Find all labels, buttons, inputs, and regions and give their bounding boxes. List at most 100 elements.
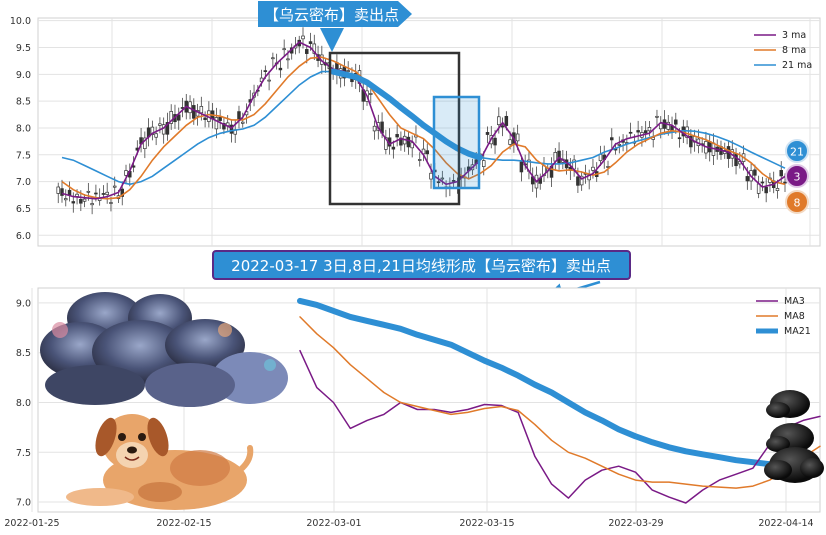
candle-body (576, 176, 580, 186)
candle-body (263, 70, 268, 72)
candle-body (482, 160, 486, 167)
candle-body (64, 198, 68, 201)
candle-body (301, 35, 305, 40)
candle-body (429, 172, 433, 180)
bottom-x-tick-label: 2022-03-29 (608, 518, 663, 529)
top-annotation-banner (258, 1, 412, 27)
candle-body (143, 137, 147, 150)
candle-body (372, 125, 377, 132)
dark-highlight-box (328, 51, 461, 206)
candle-body (241, 121, 245, 124)
candle-body (674, 119, 678, 125)
top-y-tick-label: 10.0 (10, 16, 31, 27)
bottom-x-tick-label: 2022-02-15 (156, 518, 211, 529)
candle-body (666, 121, 671, 130)
candle-body (508, 139, 512, 145)
candle-body (779, 170, 783, 177)
bottom-line-MA8 (299, 316, 821, 489)
candle-body (406, 136, 411, 148)
candle-body (783, 181, 787, 184)
top-y-tick-label: 6.0 (16, 231, 31, 242)
top-panel: 6.0 6.5 7.0 7.5 8.0 8.5 9.0 9.5 10.0 3 ma 8 ma 2… (10, 16, 821, 247)
candle-body (504, 115, 509, 126)
candle-body (760, 181, 765, 184)
top-y-tick-label: 7.0 (16, 177, 31, 188)
candle-body (764, 186, 768, 194)
candle-body (647, 127, 652, 132)
top-legend: 3 ma 8 ma 21 ma (754, 30, 812, 71)
candle-body (109, 202, 113, 204)
legend-3ma-label: 3 ma (782, 30, 806, 41)
bottom-x-ticks: 2022-01-25 2022-02-15 2022-03-01 2022-03-15… (4, 518, 813, 529)
candle-body (515, 133, 520, 142)
candle-body (278, 67, 283, 71)
candle-body (395, 134, 399, 138)
candle-body (150, 126, 155, 135)
candle-body (67, 189, 72, 196)
candle-body (229, 124, 234, 134)
candle-body (237, 111, 241, 120)
top-y-tick-label: 8.5 (16, 97, 31, 108)
candle-body (440, 177, 445, 180)
candle-body (82, 198, 87, 202)
candle-body (199, 106, 204, 114)
candle-body (451, 180, 456, 182)
top-line-21ma-highlight (330, 68, 483, 161)
candle-body (685, 126, 689, 138)
candle-body (94, 192, 98, 195)
dog-illustration (66, 414, 254, 510)
bottom-y-tick-label: 7.0 (16, 498, 31, 509)
top-y-tick-label: 9.0 (16, 70, 31, 81)
candle-body (591, 166, 595, 171)
candle-body (218, 116, 222, 121)
top-y-ticks: 6.0 6.5 7.0 7.5 8.0 8.5 9.0 9.5 10.0 (10, 16, 31, 242)
candle-body (745, 176, 750, 182)
bottom-x-tick-label: 2022-01-25 (4, 518, 59, 529)
bottom-line-MA3 (299, 349, 821, 504)
candle-body (60, 188, 64, 196)
candle-body (425, 150, 430, 155)
legend-MA8-label: MA8 (784, 311, 805, 322)
candle-body (203, 117, 207, 120)
bottom-line-MA21 (297, 297, 823, 470)
candle-body (56, 186, 60, 194)
candle-body (519, 161, 524, 173)
middle-banner-text: 2022-03-17 3日,8日,21日均线形成【乌云密布】卖出点 (231, 257, 611, 275)
candle-body (579, 175, 584, 186)
top-y-tick-label: 6.5 (16, 204, 31, 215)
bottom-legend: MA3 MA8 MA21 (756, 296, 811, 337)
candle-body (677, 137, 682, 140)
candle-body (628, 131, 633, 134)
bottom-x-tick-label: 2022-04-14 (758, 518, 813, 529)
legend-21ma-label: 21 ma (782, 60, 812, 71)
candle-body (79, 199, 83, 204)
candle-body (222, 123, 226, 130)
badge-8-circle (785, 190, 809, 214)
candle-body (308, 41, 313, 44)
candle-body (214, 117, 219, 130)
legend-8ma-label: 8 ma (782, 45, 806, 56)
candle-body (734, 153, 738, 167)
top-y-tick-label: 7.5 (16, 150, 31, 161)
legend-MA3-label: MA3 (784, 296, 805, 307)
candle-body (192, 105, 196, 119)
candle-body (753, 169, 757, 176)
top-annotation: 【乌云密布】卖出点 (258, 1, 412, 52)
ma-badges: 21 3 8 (785, 139, 809, 214)
bottom-y-tick-label: 7.5 (16, 448, 31, 459)
candle-body (71, 201, 76, 204)
top-line-3-ma (61, 41, 786, 200)
bottom-y-tick-label: 8.0 (16, 398, 31, 409)
bottom-y-ticks: 7.0 7.5 8.0 8.5 9.0 (16, 298, 31, 508)
badge-3-circle (785, 164, 809, 188)
blue-highlight-box (432, 95, 481, 190)
candle-body (305, 49, 309, 54)
bottom-y-tick-label: 9.0 (16, 298, 31, 309)
candle-body (169, 111, 173, 124)
candle-body (165, 122, 170, 135)
candle-body (176, 114, 181, 121)
top-line-8-ma (61, 56, 786, 200)
badge-21-label: 21 (790, 146, 804, 159)
candle-body (497, 116, 501, 126)
candle-body (286, 58, 290, 61)
